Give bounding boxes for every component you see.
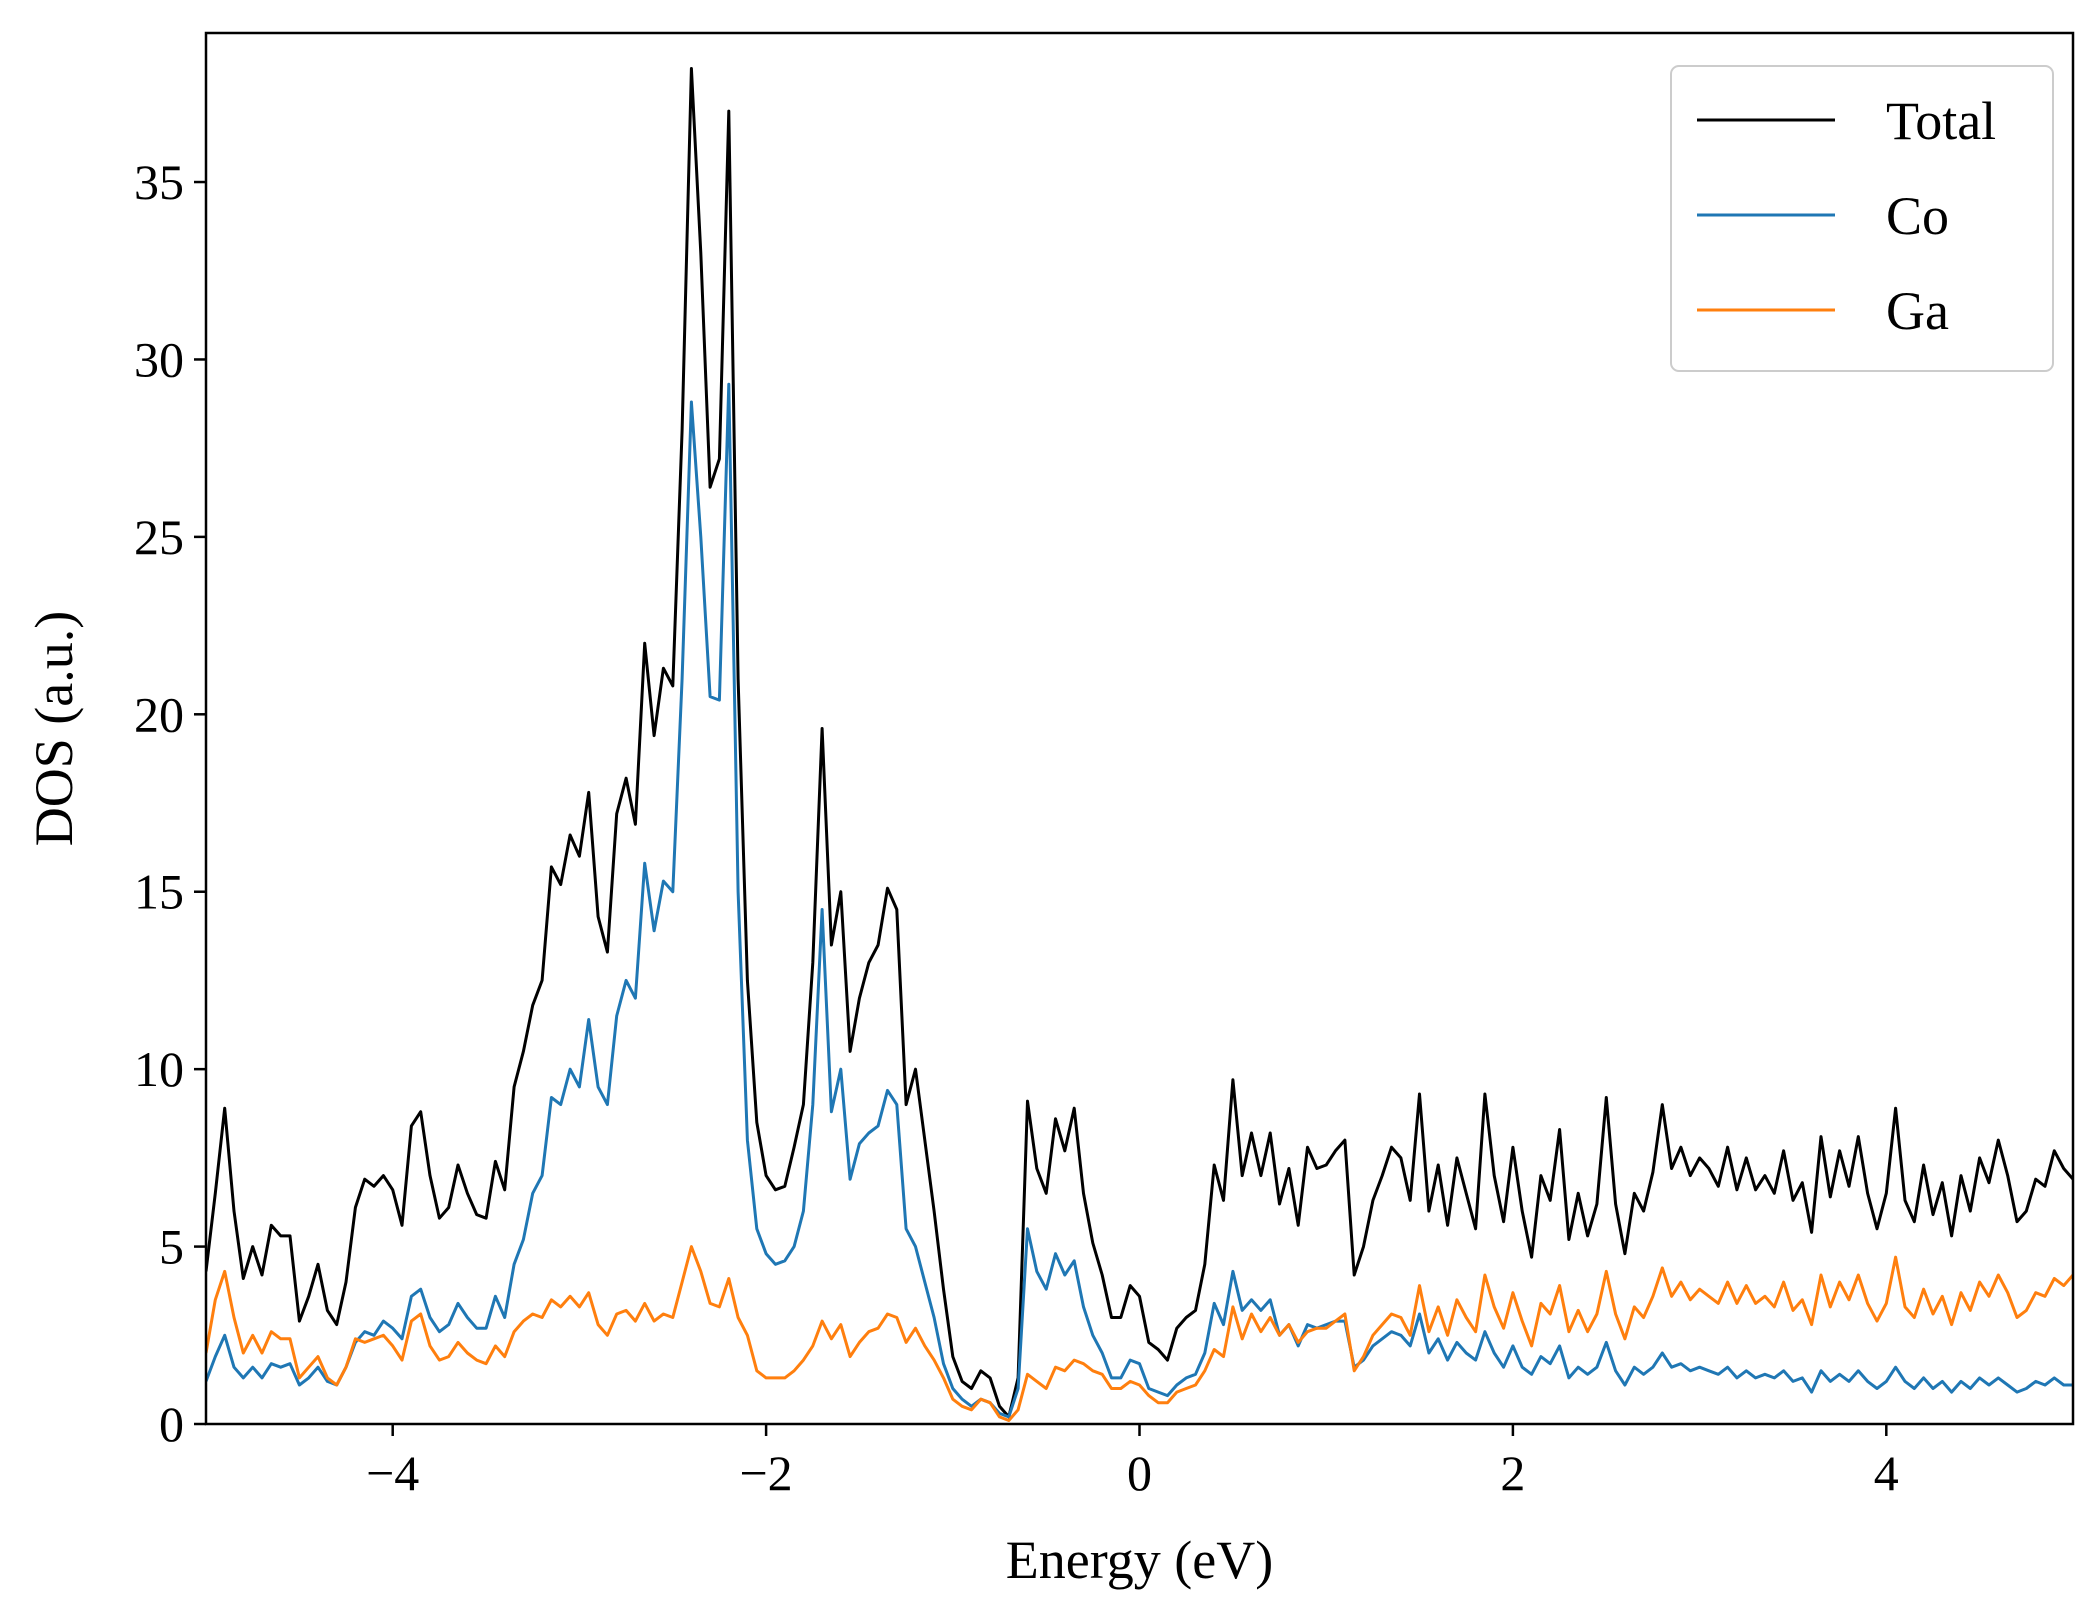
x-tick-label: −4 bbox=[366, 1445, 419, 1501]
x-tick-label: −2 bbox=[739, 1445, 792, 1501]
legend-box bbox=[1670, 65, 2054, 372]
y-tick-label: 35 bbox=[134, 154, 184, 210]
y-axis: 0 5 10 15 20 25 30 35 bbox=[134, 154, 206, 1452]
legend-label-co: Co bbox=[1886, 186, 1949, 246]
x-axis-title: Energy (eV) bbox=[1006, 1530, 1273, 1590]
x-axis: −4 −2 0 2 4 bbox=[366, 1424, 1899, 1501]
x-tick-label: 4 bbox=[1874, 1445, 1899, 1501]
legend-label-total: Total bbox=[1886, 91, 1996, 151]
legend-label-ga: Ga bbox=[1886, 281, 1949, 341]
series-layer bbox=[206, 67, 2073, 1422]
x-tick-label: 0 bbox=[1127, 1445, 1152, 1501]
y-tick-label: 20 bbox=[134, 686, 184, 742]
y-tick-label: 25 bbox=[134, 509, 184, 565]
y-tick-label: 15 bbox=[134, 864, 184, 920]
y-tick-label: 10 bbox=[134, 1041, 184, 1097]
y-tick-label: 5 bbox=[159, 1219, 184, 1275]
y-tick-label: 0 bbox=[159, 1396, 184, 1452]
y-tick-label: 30 bbox=[134, 331, 184, 387]
series-line-total bbox=[206, 67, 2073, 1419]
x-tick-label: 2 bbox=[1500, 1445, 1525, 1501]
series-line-ga bbox=[206, 1245, 2073, 1422]
y-axis-title: DOS (a.u.) bbox=[24, 611, 84, 846]
legend: Total Co Ga bbox=[1670, 65, 2054, 372]
series-line-co bbox=[206, 382, 2073, 1419]
